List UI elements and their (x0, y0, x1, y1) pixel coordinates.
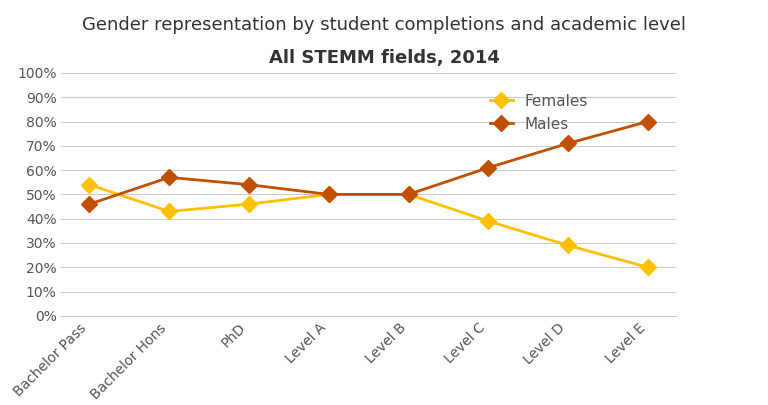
Females (484, 219, 493, 224)
Text: Gender representation by student completions and academic level: Gender representation by student complet… (82, 16, 686, 34)
Males (324, 192, 333, 197)
Males (164, 175, 174, 180)
Males (404, 192, 413, 197)
Line: Females: Females (84, 179, 654, 273)
Males (244, 182, 253, 187)
Text: All STEMM fields, 2014: All STEMM fields, 2014 (269, 49, 499, 66)
Females (164, 209, 174, 214)
Females (324, 192, 333, 197)
Males (644, 119, 653, 124)
Females (84, 182, 94, 187)
Females (404, 192, 413, 197)
Line: Males: Males (84, 116, 654, 210)
Males (84, 202, 94, 207)
Males (484, 165, 493, 170)
Females (564, 243, 573, 248)
Females (644, 265, 653, 270)
Females (244, 202, 253, 207)
Legend: Females, Males: Females, Males (484, 88, 594, 138)
Males (564, 141, 573, 146)
